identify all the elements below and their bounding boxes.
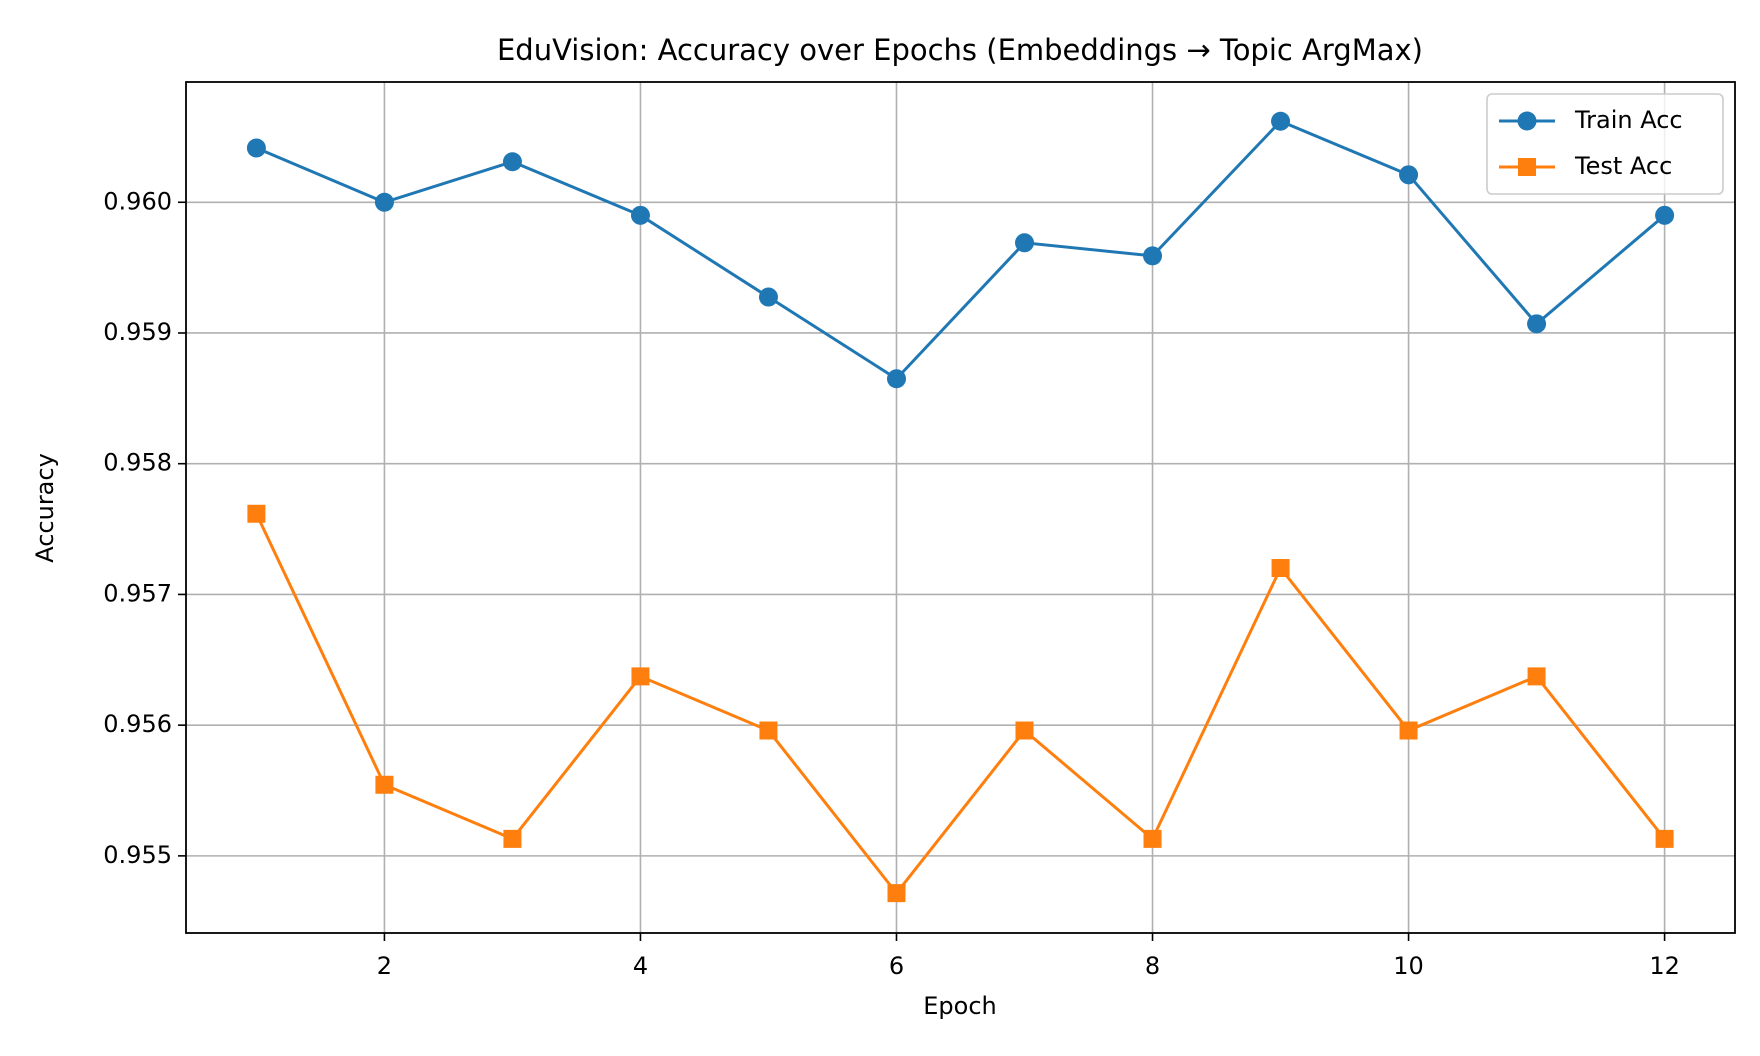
marker <box>759 721 778 740</box>
y-tick-label: 0.957 <box>103 579 172 607</box>
marker <box>1655 829 1674 848</box>
marker <box>1399 165 1419 185</box>
legend: Train Acc Test Acc <box>1486 93 1724 195</box>
marker <box>1143 829 1162 848</box>
marker <box>630 205 650 225</box>
marker <box>375 775 394 794</box>
x-tick-label: 10 <box>1393 952 1424 980</box>
x-tick-label: 6 <box>889 952 904 980</box>
x-tick-label: 12 <box>1649 952 1680 980</box>
legend-box <box>1486 93 1724 195</box>
x-axis-label: Epoch <box>923 992 997 1020</box>
y-tick-label: 0.956 <box>103 710 172 738</box>
marker <box>1015 721 1034 740</box>
legend-marker <box>1517 111 1537 131</box>
marker <box>1271 111 1291 131</box>
x-tick-label: 2 <box>377 952 392 980</box>
marker <box>503 829 522 848</box>
y-axis-label: Accuracy <box>31 453 59 563</box>
y-tick-label: 0.960 <box>103 187 172 215</box>
marker <box>1143 246 1163 266</box>
marker <box>1527 667 1546 686</box>
marker <box>374 192 394 212</box>
series-line <box>255 119 1666 381</box>
marker <box>886 369 906 389</box>
plot-frame <box>185 81 1736 934</box>
marker <box>758 287 778 307</box>
marker <box>1271 559 1290 578</box>
legend-label: Train Acc <box>1574 106 1683 134</box>
x-tick-label: 8 <box>1145 952 1160 980</box>
y-tick-label: 0.958 <box>103 449 172 477</box>
marker <box>1399 721 1418 740</box>
legend-marker <box>1518 158 1536 176</box>
marker <box>502 152 522 172</box>
series-line <box>255 513 1666 896</box>
y-tick-label: 0.959 <box>103 318 172 346</box>
y-tick-label: 0.955 <box>103 841 172 869</box>
marker <box>247 504 266 523</box>
marker <box>1527 314 1547 334</box>
x-tick-label: 4 <box>633 952 648 980</box>
marker <box>631 667 650 686</box>
chart-title: EduVision: Accuracy over Epochs (Embeddi… <box>497 33 1423 67</box>
marker <box>887 884 906 903</box>
marker <box>246 138 266 158</box>
marker <box>1015 233 1035 253</box>
legend-label: Test Acc <box>1574 152 1672 180</box>
marker <box>1655 205 1675 225</box>
